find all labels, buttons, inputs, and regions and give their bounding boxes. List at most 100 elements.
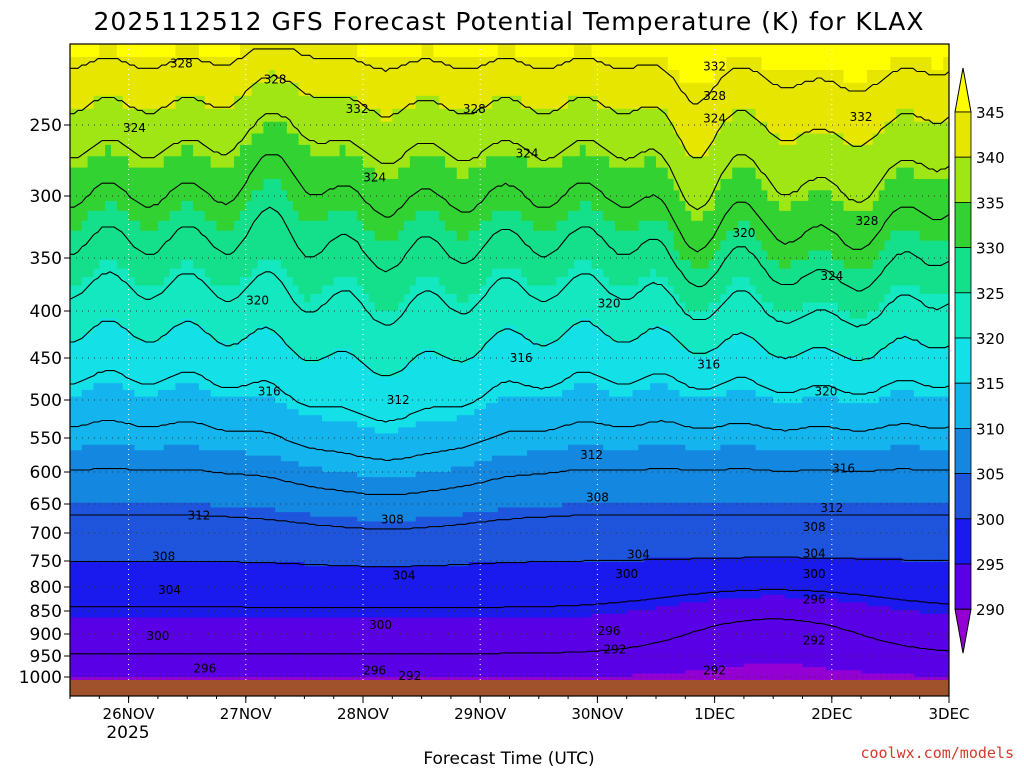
fill-cell	[299, 376, 305, 383]
fill-cell	[304, 566, 310, 571]
fill-cell	[234, 334, 240, 342]
fill-cell	[211, 540, 217, 545]
fill-cell	[105, 517, 111, 522]
fill-cell	[158, 390, 164, 397]
fill-cell	[152, 356, 158, 364]
fill-cell	[205, 383, 211, 390]
fill-cell	[345, 507, 351, 512]
fill-cell	[217, 487, 223, 493]
fill-cell	[146, 211, 152, 222]
fill-cell	[322, 492, 328, 498]
fill-cell	[187, 211, 193, 222]
fill-cell	[170, 70, 176, 84]
fill-cell	[117, 356, 123, 364]
fill-cell	[175, 456, 181, 462]
fill-cell	[234, 512, 240, 517]
fill-cell	[146, 415, 152, 422]
fill-cell	[158, 241, 164, 252]
fill-cell	[70, 492, 76, 498]
fill-cell	[222, 57, 228, 71]
fill-cell	[234, 599, 240, 603]
fill-cell	[269, 319, 275, 327]
fill-cell	[175, 168, 181, 180]
fill-cell	[322, 575, 328, 580]
fill-cell	[99, 599, 105, 603]
fill-cell	[293, 595, 299, 599]
fill-cell	[93, 461, 99, 467]
fill-cell	[316, 583, 322, 588]
fill-cell	[70, 311, 76, 319]
fill-cell	[275, 168, 281, 180]
fill-cell	[99, 109, 105, 123]
fill-cell	[164, 498, 170, 504]
fill-cell	[146, 221, 152, 232]
fill-cell	[304, 221, 310, 232]
fill-cell	[293, 221, 299, 232]
fill-cell	[222, 575, 228, 580]
fill-cell	[129, 575, 135, 580]
fill-cell	[334, 241, 340, 252]
fill-cell	[293, 587, 299, 591]
fill-cell	[234, 535, 240, 540]
fill-cell	[299, 415, 305, 422]
fill-cell	[193, 356, 199, 364]
fill-cell	[181, 311, 187, 319]
fill-cell	[322, 363, 328, 370]
fill-cell	[70, 334, 76, 342]
fill-cell	[164, 456, 170, 462]
fill-cell	[252, 57, 258, 71]
fill-cell	[187, 498, 193, 504]
fill-cell	[287, 628, 293, 632]
fill-cell	[76, 427, 82, 434]
fill-cell	[111, 450, 117, 456]
fill-cell	[287, 636, 293, 640]
fill-cell	[152, 390, 158, 397]
fill-cell	[181, 450, 187, 456]
fill-cell	[93, 599, 99, 603]
fill-cell	[164, 570, 170, 575]
fill-cell	[158, 168, 164, 180]
fill-cell	[211, 599, 217, 603]
fill-cell	[304, 587, 310, 591]
fill-cell	[205, 44, 211, 58]
fill-cell	[258, 587, 264, 591]
fill-cell	[234, 636, 240, 640]
fill-cell	[181, 487, 187, 493]
fill-cell	[146, 349, 152, 357]
fill-cell	[105, 421, 111, 428]
fill-cell	[351, 319, 357, 327]
fill-cell	[217, 456, 223, 462]
fill-cell	[152, 617, 158, 621]
fill-cell	[181, 109, 187, 123]
fill-cell	[111, 553, 117, 558]
fill-cell	[299, 625, 305, 629]
fill-cell	[82, 356, 88, 364]
fill-cell	[205, 646, 211, 650]
fill-cell	[193, 427, 199, 434]
fill-cell	[287, 57, 293, 71]
fill-cell	[129, 472, 135, 478]
fill-cell	[175, 303, 181, 312]
fill-cell	[228, 334, 234, 342]
fill-cell	[181, 376, 187, 383]
fill-cell	[258, 636, 264, 640]
fill-cell	[334, 415, 340, 422]
fill-cell	[228, 507, 234, 512]
fill-cell	[316, 421, 322, 428]
fill-cell	[111, 70, 117, 84]
fill-cell	[281, 562, 287, 567]
fill-cell	[345, 512, 351, 517]
fill-cell	[175, 415, 181, 422]
fill-cell	[322, 168, 328, 180]
fill-cell	[217, 477, 223, 483]
fill-cell	[304, 553, 310, 558]
fill-cell	[193, 566, 199, 571]
fill-cell	[134, 617, 140, 621]
fill-cell	[275, 544, 281, 549]
fill-cell	[269, 57, 275, 71]
fill-cell	[134, 492, 140, 498]
fill-cell	[76, 96, 82, 110]
fill-cell	[164, 535, 170, 540]
chart-title: 2025112512 GFS Forecast Potential Temper…	[94, 7, 925, 36]
fill-cell	[345, 617, 351, 621]
